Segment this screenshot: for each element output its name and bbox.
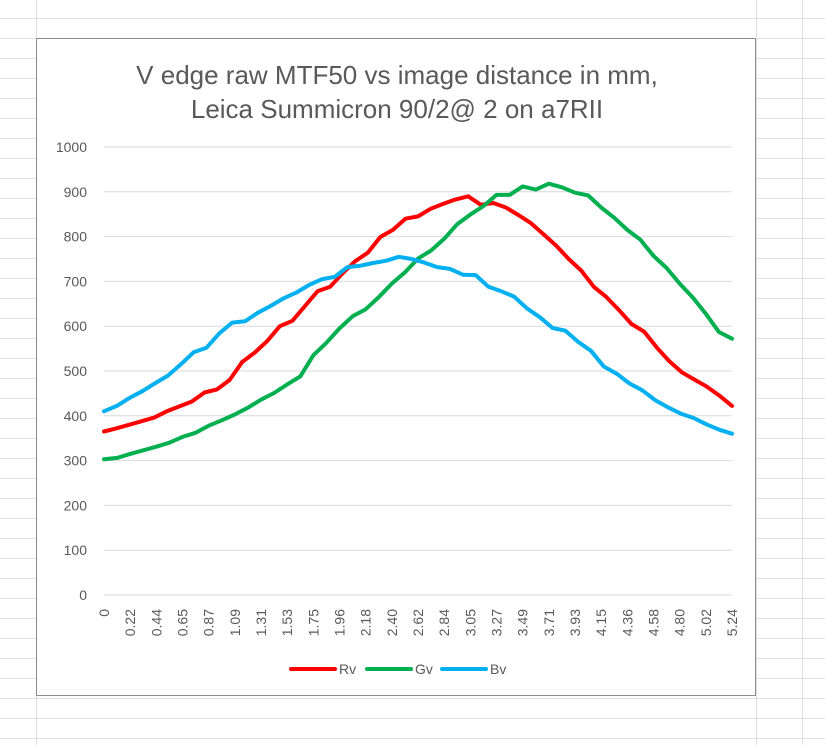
y-tick-label: 600 bbox=[64, 318, 88, 334]
legend-label-rv: Rv bbox=[339, 661, 356, 677]
x-tick-label: 5.02 bbox=[698, 609, 714, 636]
x-tick-label: 2.84 bbox=[436, 609, 452, 636]
series-lines bbox=[102, 181, 734, 462]
x-tick-label: 4.36 bbox=[619, 609, 635, 636]
series-line-bv bbox=[102, 254, 734, 436]
y-tick-label: 0 bbox=[79, 587, 87, 603]
x-tick-label: 0.87 bbox=[201, 609, 217, 636]
x-tick-label: 3.71 bbox=[541, 609, 557, 636]
line-chart: V edge raw MTF50 vs image distance in mm… bbox=[56, 60, 740, 677]
x-tick-label: 0.65 bbox=[175, 609, 191, 636]
x-tick-label: 4.80 bbox=[672, 609, 688, 636]
x-tick-label: 3.27 bbox=[489, 609, 505, 636]
y-tick-label: 800 bbox=[64, 229, 88, 245]
y-tick-label: 500 bbox=[64, 363, 88, 379]
series-line-rv bbox=[102, 194, 734, 434]
legend: Rv Gv Bv bbox=[289, 661, 506, 677]
x-tick-label: 1.09 bbox=[227, 609, 243, 636]
x-tick-label: 1.96 bbox=[332, 609, 348, 636]
chart-title-line-1: V edge raw MTF50 vs image distance in mm… bbox=[136, 60, 658, 90]
legend-label-gv: Gv bbox=[415, 661, 433, 677]
x-tick-label: 2.40 bbox=[384, 609, 400, 636]
x-tick-label: 3.93 bbox=[567, 609, 583, 636]
series-line-gv bbox=[102, 181, 734, 462]
y-tick-label: 300 bbox=[64, 453, 88, 469]
x-tick-label: 3.05 bbox=[462, 609, 478, 636]
y-tick-label: 400 bbox=[64, 408, 88, 424]
x-tick-label: 2.62 bbox=[410, 609, 426, 636]
x-tick-label: 0.22 bbox=[122, 609, 138, 636]
x-tick-label: 3.49 bbox=[515, 609, 531, 636]
y-tick-label: 700 bbox=[64, 273, 88, 289]
legend-label-bv: Bv bbox=[490, 661, 506, 677]
chart-area[interactable]: V edge raw MTF50 vs image distance in mm… bbox=[36, 38, 756, 696]
y-tick-label: 1000 bbox=[56, 139, 87, 155]
x-tick-label: 0.44 bbox=[148, 609, 164, 636]
gridlines bbox=[104, 146, 732, 596]
x-tick-label: 4.58 bbox=[646, 609, 662, 636]
y-tick-label: 900 bbox=[64, 184, 88, 200]
y-tick-label: 100 bbox=[64, 542, 88, 558]
x-axis-tick-labels: 0 0.22 0.44 0.65 0.87 1.09 1.31 1.53 1.75 1.96 2.1… bbox=[96, 609, 740, 636]
chart-title-line-2: Leica Summicron 90/2@ 2 on a7RII bbox=[191, 94, 603, 124]
y-axis-tick-labels: 0 100 200 300 400 500 600 700 800 900 1000 bbox=[56, 139, 87, 603]
y-tick-label: 200 bbox=[64, 497, 88, 513]
x-tick-label: 1.75 bbox=[305, 609, 321, 636]
x-tick-label: 5.24 bbox=[724, 609, 740, 636]
x-tick-label: 2.18 bbox=[358, 609, 374, 636]
x-tick-label: 1.31 bbox=[253, 609, 269, 636]
x-tick-label: 1.53 bbox=[279, 609, 295, 636]
x-tick-label: 4.15 bbox=[593, 609, 609, 636]
x-tick-label: 0 bbox=[96, 609, 112, 617]
